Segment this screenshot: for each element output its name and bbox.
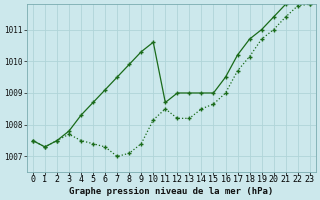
- X-axis label: Graphe pression niveau de la mer (hPa): Graphe pression niveau de la mer (hPa): [69, 187, 274, 196]
